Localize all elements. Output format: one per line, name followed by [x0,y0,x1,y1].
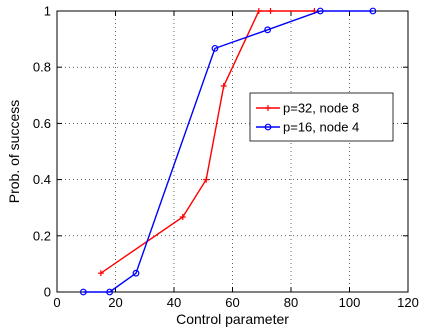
grid-lines [56,10,409,293]
series-line [83,10,373,293]
data-point [264,26,272,34]
data-point [179,213,186,220]
data-point [316,7,324,15]
legend-label: p=32, node 8 [283,101,359,116]
axis-ticks: 0 20 40 60 80 100 120 0 0.2 0.4 0.6 0.8 1 [33,4,419,311]
legend-entry: p=32, node 8 [256,101,359,116]
data-point [79,288,87,296]
series-1 [97,8,318,277]
legend-marker [264,123,272,131]
x-tick-label: 120 [397,295,419,310]
legend-box [249,92,394,142]
y-tick-label: 0.4 [33,172,51,187]
series-layer [79,7,377,296]
legend-label: p=16, node 4 [283,120,359,135]
x-axis-label: Control parameter [176,311,289,327]
data-point [106,288,114,296]
y-tick-label: 0.6 [33,116,51,131]
data-point [203,176,210,183]
data-point [97,270,104,277]
x-tick-label: 20 [108,295,122,310]
data-point [220,83,227,90]
x-tick-label: 0 [53,295,60,310]
x-tick-label: 100 [339,295,361,310]
legend-entry: p=16, node 4 [256,120,359,135]
y-tick-label: 0.2 [33,228,51,243]
data-point [132,269,140,277]
legend-marker [265,105,271,111]
y-tick-label: 0.8 [33,60,51,75]
y-axis-label: Prob. of success [6,100,22,204]
legend: p=32, node 8 p=16, node 4 [249,92,394,142]
x-tick-label: 80 [284,295,298,310]
data-point [369,7,377,15]
data-point [255,8,262,14]
x-tick-label: 40 [167,295,181,310]
y-tick-label: 0 [44,285,51,300]
series-line [100,10,315,274]
x-tick-label: 60 [225,295,239,310]
data-point [211,44,219,52]
data-point [267,8,274,14]
y-tick-label: 1 [44,4,51,19]
series-2 [79,7,377,296]
